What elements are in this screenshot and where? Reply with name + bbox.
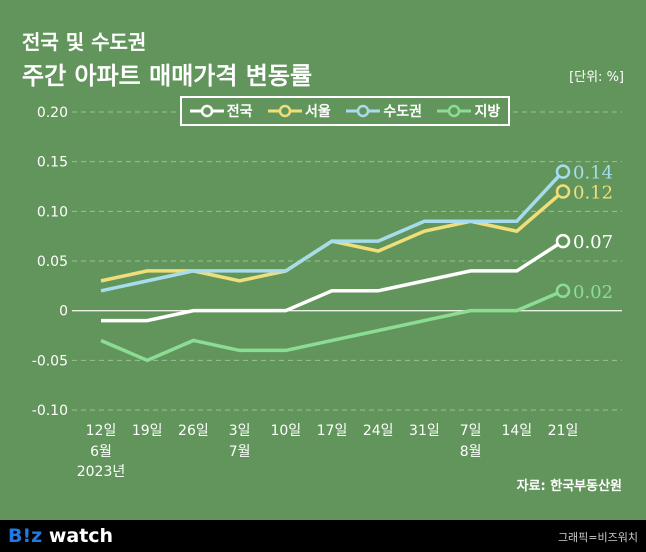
legend-item: 서울 [268,101,331,121]
y-tick-label: 0 [59,304,68,320]
end-marker [555,164,571,179]
legend-marker-icon [189,104,224,118]
x-tick-label: 31일 [409,423,440,439]
legend-marker-icon [346,104,381,118]
legend-marker-icon [268,104,303,118]
end-value-label: 0.12 [573,182,613,203]
legend-label: 수도권 [383,104,422,120]
y-tick-label: -0.10 [32,403,68,419]
footer: B!z watch 그래픽=비즈워치 [0,520,646,552]
x-tick-label: 26일 [178,423,209,439]
legend-label: 서울 [305,104,331,120]
y-tick-label: 0.05 [37,254,68,270]
series-line-수도권 [100,170,565,293]
end-marker [555,283,571,299]
y-tick-label: 0.10 [37,204,68,220]
chart-subtitle: 전국 및 수도권 [22,30,147,54]
x-sublabel: 8월 [460,444,482,460]
legend-marker-icon [437,104,472,118]
legend-label: 전국 [226,104,253,120]
end-value-label: 0.07 [573,232,613,253]
line-chart: 0.20 0.15 0.10 0.05 0 -0.05 -0.10 12일 6월 2023년 19일… [32,105,622,480]
legend-item: 전국 [189,101,253,121]
unit-label: [단위: %] [569,70,624,85]
x-tick-label: 7일 [460,423,482,439]
legend-label: 지방 [474,104,501,120]
legend-item: 지방 [437,101,500,121]
series-line-전국 [101,239,564,323]
end-marker [555,233,571,249]
x-tick-label: 14일 [501,423,532,439]
graphic-credit: 그래픽=비즈워치 [557,531,638,544]
series-line-서울 [100,190,565,283]
legend-item: 수도권 [346,101,422,121]
x-tick-label: 3일 [229,423,251,439]
x-tick-label: 19일 [132,423,163,439]
end-value-label: 0.14 [573,163,613,184]
x-tick-label: 17일 [317,423,348,439]
x-tick-label: 24일 [363,423,394,439]
y-tick-label: 0.20 [37,105,68,121]
x-tick-label: 21일 [548,423,579,439]
source-label: 자료: 한국부동산원 [516,479,622,494]
x-sublabel: 2023년 [77,464,126,480]
x-sublabel: 6월 [90,444,112,460]
bizwatch-logo: B!z watch [8,525,114,547]
end-marker [555,184,571,199]
series-line-지방 [100,289,564,363]
x-sublabel: 7월 [229,444,251,460]
y-tick-label: 0.15 [37,155,68,171]
x-tick-label: 10일 [270,423,301,439]
end-value-label: 0.02 [573,282,613,303]
legend: 전국 서울 수도권 지방 [180,96,510,126]
y-tick-label: -0.05 [32,353,68,369]
chart-title: 주간 아파트 매매가격 변동률 [22,62,313,90]
x-tick-label: 12일 [86,423,117,439]
